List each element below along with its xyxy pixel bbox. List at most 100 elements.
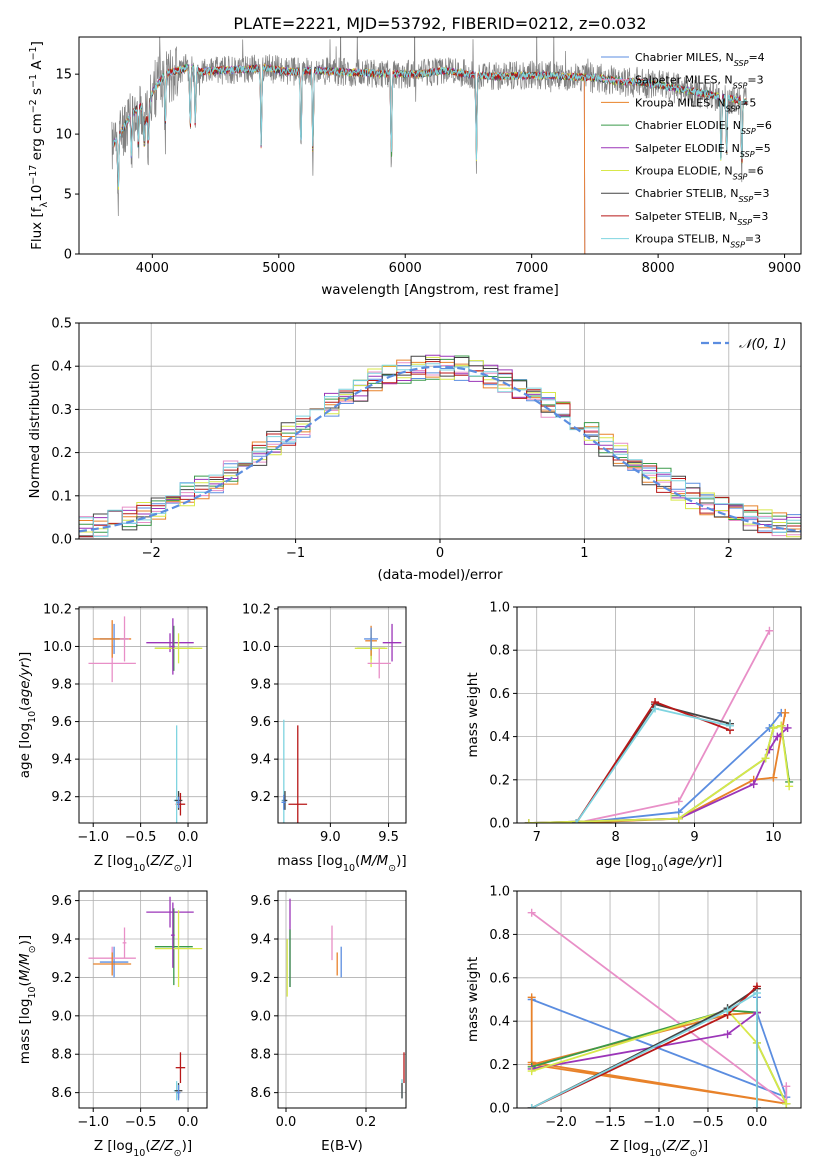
weight-marker [765, 745, 774, 754]
y-tick-label: 0.0 [489, 817, 510, 832]
y-tick-label: 9.2 [250, 971, 271, 986]
legend-label: Salpeter STELIB, NSSP=3 [635, 210, 768, 227]
weight-marker [749, 780, 758, 789]
y-tick-label: 9.8 [51, 678, 72, 693]
y-tick-label: 9.4 [51, 753, 72, 768]
x-axis-label: Z [log10(Z/Z⊙)] [94, 1138, 192, 1159]
legend-label: Chabrier STELIB, NSSP=3 [635, 187, 769, 204]
errorbars [88, 896, 203, 1101]
y-axis-label: mass weight [465, 957, 481, 1042]
x-axis-label: wavelength [Angstrom, rest frame] [321, 282, 559, 298]
errorbar-point [154, 910, 203, 988]
y-tick-label: 8.8 [51, 1048, 72, 1063]
errorbar-point [146, 896, 194, 928]
x-tick-label: 8000 [642, 261, 675, 276]
y-tick-label: 9.2 [250, 790, 271, 805]
errorbar-point [93, 952, 132, 976]
x-tick-label: −0.5 [692, 1115, 724, 1130]
weight-marker [769, 723, 778, 732]
x-tick-label: 8 [611, 830, 619, 845]
errorbars [88, 616, 203, 823]
x-tick-label: 0.0 [178, 1115, 199, 1130]
legend-label: Chabrier ELODIE, NSSP=6 [635, 119, 772, 136]
weight-marker [572, 819, 581, 823]
y-tick-label: 10 [55, 128, 72, 143]
y-tick-label: 9.6 [250, 894, 271, 909]
y-tick-label: 0.4 [489, 1015, 510, 1030]
x-tick-label: 1 [580, 546, 588, 561]
weight-marker [527, 993, 536, 1002]
x-tick-label: 0.0 [178, 830, 199, 845]
y-tick-label: 8.6 [51, 1086, 72, 1101]
y-tick-label: 0.0 [489, 1102, 510, 1117]
weight-marker [769, 773, 778, 782]
weight-series-line [531, 991, 758, 1108]
y-tick-label: 9.6 [51, 894, 72, 909]
figure-title: PLATE=2221, MJD=53792, FIBERID=0212, z=0… [233, 14, 646, 33]
x-tick-label: −1.0 [77, 830, 109, 845]
y-tick-label: 8.8 [250, 1048, 271, 1063]
residuals-panel: −2 −1 0 1 2 0.0 0.1 0.2 0.3 0.4 0.5 (data-model)/er… [27, 317, 802, 583]
weight-marker [782, 1099, 791, 1108]
weight-marker [783, 723, 792, 732]
weight-marker [723, 1030, 732, 1039]
y-tick-label: 0.2 [489, 773, 510, 788]
x-tick-label: 9.0 [320, 830, 341, 845]
model-spectrum-line [112, 64, 586, 254]
spectrum-curves [111, 37, 748, 254]
x-axis-label: Z [log10(Z/Z⊙)] [94, 853, 192, 874]
x-tick-label: −0.5 [125, 1115, 157, 1130]
errorbar-point [288, 725, 308, 823]
y-axis-label: age [log10(age/yr)] [17, 652, 38, 778]
legend-label: Salpeter ELODIE, NSSP=5 [635, 142, 771, 159]
y-tick-label: 10.0 [43, 640, 72, 655]
y-axis-label: Normed distribution [27, 364, 43, 499]
weight-marker [785, 782, 794, 791]
y-axis-label-group: mass weight [465, 672, 481, 757]
errorbar-point [367, 648, 391, 679]
x-tick-label: 9.5 [378, 830, 399, 845]
x-tick-label: −1.5 [594, 1115, 626, 1130]
y-tick-label: 0.2 [489, 1058, 510, 1073]
x-tick-label: −2 [142, 546, 161, 561]
weight-series-line [531, 984, 758, 1108]
x-tick-label: 9000 [768, 261, 801, 276]
weight-marker [752, 988, 761, 997]
errorbar-point [176, 796, 181, 808]
axes-frame [78, 606, 208, 824]
age-vs-mass-panel: 9.0 9.5 9.2 9.4 9.6 9.8 10.0 10.2 mass [log10(M/… [242, 602, 407, 873]
y-tick-label: 0.8 [489, 928, 510, 943]
errorbar-point [154, 908, 193, 986]
y-axis-label: mass weight [465, 672, 481, 757]
weight-series-line [528, 724, 791, 823]
weight-series-line [576, 712, 787, 823]
normal-curve [79, 365, 801, 533]
weight-marker [527, 1067, 536, 1076]
axes-frame [277, 890, 407, 1109]
errorbar-point [170, 902, 175, 968]
y-tick-label: 15 [55, 68, 72, 83]
legend-label: Chabrier MILES, NSSP=4 [635, 51, 765, 68]
y-axis-label-group: Flux [fλ10−17 erg cm−2 s−1 A−1] [28, 41, 50, 250]
errorbar-point [281, 794, 287, 810]
errorbar-point [154, 633, 203, 664]
x-tick-label: 0.0 [747, 1115, 768, 1130]
y-tick-label: 9.0 [51, 1009, 72, 1024]
y-tick-label: 1.0 [489, 885, 510, 900]
y-tick-label: 0.3 [51, 403, 72, 418]
y-tick-label: 0.6 [489, 687, 510, 702]
x-tick-label: 7 [533, 830, 541, 845]
errorbar-point [176, 1084, 181, 1101]
weight-marker [651, 704, 660, 713]
axes-frame [78, 36, 802, 255]
y-tick-label: 0.8 [489, 644, 510, 659]
y-tick-label: 9.4 [250, 933, 271, 948]
x-tick-label: 0 [436, 546, 444, 561]
x-axis-label: (data-model)/error [377, 567, 503, 583]
y-tick-label: 9.6 [250, 715, 271, 730]
y-axis-label-group: Normed distribution [27, 364, 43, 499]
weight-marker [674, 797, 683, 806]
y-tick-label: 9.6 [51, 715, 72, 730]
